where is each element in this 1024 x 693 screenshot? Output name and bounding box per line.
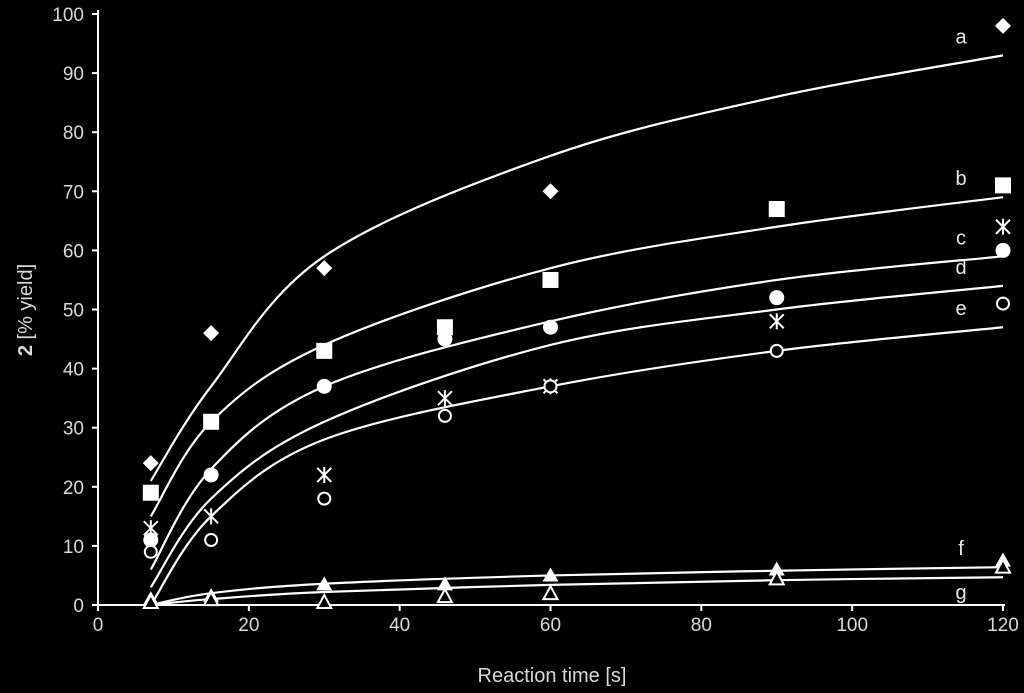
data-point-b (542, 271, 559, 288)
curve-label-b: b (955, 168, 966, 190)
x-tick-label: 20 (238, 615, 259, 636)
data-point-f (768, 561, 785, 576)
data-point-d (437, 390, 453, 407)
fit-curve-a (149, 54, 1004, 482)
data-point-e (769, 343, 784, 358)
fit-curves (149, 54, 1004, 607)
data-point-a (542, 183, 559, 200)
curve-label-e: e (955, 298, 966, 320)
fit-curve-g (150, 576, 1004, 607)
data-point-c (437, 331, 453, 347)
y-axis-title-rest: [% yield] (15, 264, 37, 345)
data-point-g (768, 569, 786, 586)
fit-curve-d (149, 284, 1004, 588)
data-point-e (204, 532, 219, 547)
data-point-e (143, 544, 158, 559)
curve-label-c: c (956, 227, 966, 249)
x-tick-label: 120 (987, 615, 1019, 636)
curve-label-d: d (955, 257, 966, 279)
y-axis-title-bold: 2 (15, 345, 37, 356)
x-tick-label: 100 (836, 615, 868, 636)
y-tick-label: 30 (63, 419, 84, 440)
data-point-e (543, 379, 558, 394)
data-point-b (316, 342, 333, 359)
y-tick-label: 50 (63, 301, 84, 322)
y-tick-label: 10 (63, 537, 84, 558)
curve-label-f: f (958, 538, 964, 560)
fit-curve-b (149, 196, 1004, 517)
data-point-c (543, 319, 558, 335)
data-point-b (436, 319, 453, 336)
data-point-d (316, 466, 332, 483)
data-point-c (203, 467, 219, 483)
data-point-c (995, 242, 1011, 258)
data-point-c (143, 532, 159, 548)
y-tick-label: 40 (63, 360, 84, 381)
data-point-a (142, 455, 159, 472)
data-point-g (315, 592, 333, 610)
data-point-d (769, 313, 785, 330)
fit-curve-c (149, 255, 1004, 571)
curve-labels: a b cde fg (955, 26, 967, 604)
data-point-d (143, 520, 159, 537)
data-point-b (142, 484, 159, 501)
axes: 0 10 20 30 40 50 60 70 80 90 100 0 20 40 60 80 100 120 (52, 5, 1019, 636)
data-point-c (769, 290, 785, 306)
curve-label-a: a (955, 26, 967, 48)
data-point-g (142, 592, 160, 610)
data-point-a (316, 260, 333, 277)
data-point-e (317, 491, 332, 506)
data-point-b (768, 201, 785, 218)
data-point-f (542, 567, 559, 582)
data-point-a (203, 325, 220, 342)
y-tick-label: 60 (63, 241, 84, 262)
x-tick-label: 40 (389, 615, 410, 636)
data-point-a (995, 17, 1011, 34)
data-point-d (203, 508, 219, 525)
y-tick-label: 70 (63, 182, 84, 203)
data-point-e (437, 408, 452, 423)
data-point-b (995, 177, 1011, 194)
data-point-f (436, 576, 453, 591)
data-point-g (541, 584, 560, 601)
y-tick-label: 100 (52, 5, 84, 26)
data-point-e (996, 296, 1010, 311)
y-tick-label: 20 (63, 478, 84, 499)
x-tick-label: 0 (93, 615, 104, 636)
y-axis-title: 2 [% yield] (15, 264, 37, 356)
x-axis-title: Reaction time [s] (478, 665, 627, 687)
data-point-c (316, 378, 332, 394)
x-tick-label: 60 (540, 615, 561, 636)
data-point-d (995, 218, 1011, 235)
data-point-g (994, 557, 1012, 574)
x-tick-label: 80 (691, 615, 712, 636)
curve-label-g: g (955, 582, 966, 604)
data-points (142, 17, 1012, 610)
data-point-g (436, 587, 454, 604)
y-tick-label: 0 (73, 596, 84, 617)
data-point-b (203, 413, 220, 430)
y-tick-label: 90 (63, 64, 84, 85)
fit-curve-f (150, 566, 1004, 607)
y-tick-label: 80 (63, 123, 84, 144)
data-point-g (202, 589, 220, 607)
data-point-f (316, 576, 333, 591)
